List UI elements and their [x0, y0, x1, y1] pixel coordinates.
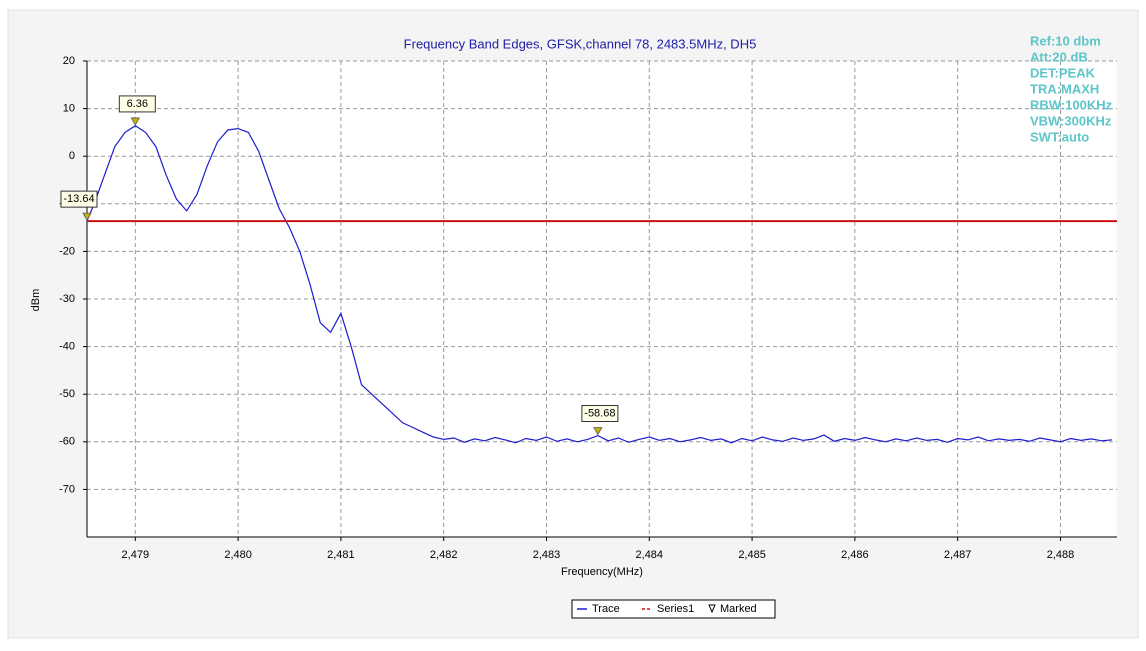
info-text: VBW:300KHz — [1030, 113, 1112, 128]
x-tick-label: 2,484 — [636, 549, 664, 561]
marker — [593, 427, 603, 436]
marker — [130, 117, 141, 126]
x-tick-label: 2,483 — [533, 549, 561, 561]
y-tick-label: 20 — [63, 55, 75, 67]
info-text: DET:PEAK — [1030, 65, 1096, 80]
marker-label-box — [581, 405, 619, 423]
marker — [82, 212, 92, 221]
marker-label-box — [118, 95, 156, 113]
marker-label-box — [60, 190, 98, 208]
marker-label: 6.36 — [127, 98, 148, 110]
y-tick-label: 0 — [69, 150, 75, 162]
x-axis-label: Frequency(MHz) — [561, 566, 643, 578]
x-tick-label: 2,479 — [122, 549, 150, 561]
chart-title: Frequency Band Edges, GFSK,channel 78, 2… — [404, 36, 757, 51]
info-text: TRA:MAXH — [1030, 81, 1099, 96]
x-tick-label: 2,481 — [327, 549, 355, 561]
x-tick-label: 2,487 — [944, 549, 972, 561]
legend-swatch — [708, 604, 716, 614]
info-text: Ref:10 dbm — [1030, 33, 1101, 48]
info-text: Att:20 dB — [1030, 49, 1088, 64]
marker-label: -13.64 — [63, 193, 94, 205]
marker-label: -58.68 — [584, 407, 615, 419]
x-tick-label: 2,486 — [841, 549, 869, 561]
legend-label: Trace — [592, 603, 620, 615]
x-tick-label: 2,488 — [1047, 549, 1075, 561]
y-tick-label: -40 — [59, 341, 75, 353]
info-text: RBW:100KHz — [1030, 97, 1113, 112]
y-tick-label: 10 — [63, 103, 75, 115]
y-tick-label: -60 — [59, 436, 75, 448]
legend — [571, 599, 776, 619]
legend-label: Series1 — [657, 603, 694, 615]
x-tick-label: 2,482 — [430, 549, 458, 561]
y-tick-label: -70 — [59, 483, 75, 495]
legend-label: Marked — [720, 603, 757, 615]
trace-line — [86, 124, 1112, 444]
y-tick-label: -20 — [59, 245, 75, 257]
x-tick-label: 2,480 — [224, 549, 252, 561]
x-tick-label: 2,485 — [738, 549, 766, 561]
info-text: SWT:auto — [1030, 129, 1089, 144]
y-axis-label: dBm — [30, 289, 42, 312]
y-tick-label: -30 — [59, 293, 75, 305]
y-tick-label: -50 — [59, 388, 75, 400]
